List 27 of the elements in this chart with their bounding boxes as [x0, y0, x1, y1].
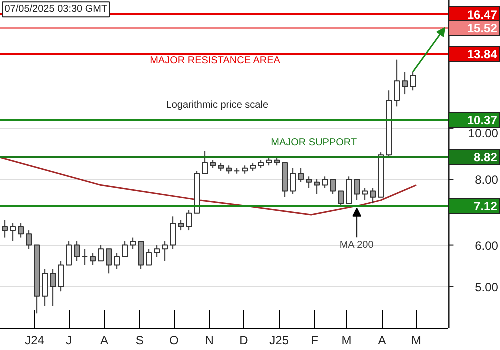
annotation: MAJOR SUPPORT [271, 138, 358, 149]
y-tick-label: 10.00 [468, 126, 499, 140]
ref-line-label: 7.12 [474, 200, 498, 214]
y-tick-label: 5.00 [475, 280, 499, 294]
annotation: MAJOR RESISTANCE AREA [150, 56, 281, 67]
x-tick-label: N [205, 334, 214, 348]
x-tick-label: M [412, 334, 422, 348]
x-tick-label: M [342, 334, 352, 348]
ref-line-label: 10.37 [467, 114, 498, 128]
ref-line-label: 16.47 [467, 8, 498, 22]
x-tick-label: J [66, 334, 72, 348]
annotation: Logarithmic price scale [166, 100, 269, 111]
x-tick-label: O [170, 334, 179, 348]
y-tick-label: 8.00 [475, 173, 499, 188]
ref-line-label: 15.52 [467, 21, 498, 36]
x-tick-label: A [378, 334, 386, 348]
x-tick-label: J25 [270, 334, 290, 348]
annotation: 07/05/2025 03:30 GMT [4, 4, 108, 16]
x-tick-label: D [240, 334, 249, 348]
x-tick-label: J24 [25, 334, 45, 348]
annotation: MA 200 [340, 240, 374, 252]
ref-line-label: 13.84 [467, 48, 498, 62]
y-tick-label: 6.00 [475, 238, 499, 253]
ref-line-label: 8.82 [474, 150, 498, 165]
x-tick-label: F [311, 334, 318, 348]
x-tick-label: S [136, 334, 144, 348]
x-tick-label: A [100, 334, 109, 348]
